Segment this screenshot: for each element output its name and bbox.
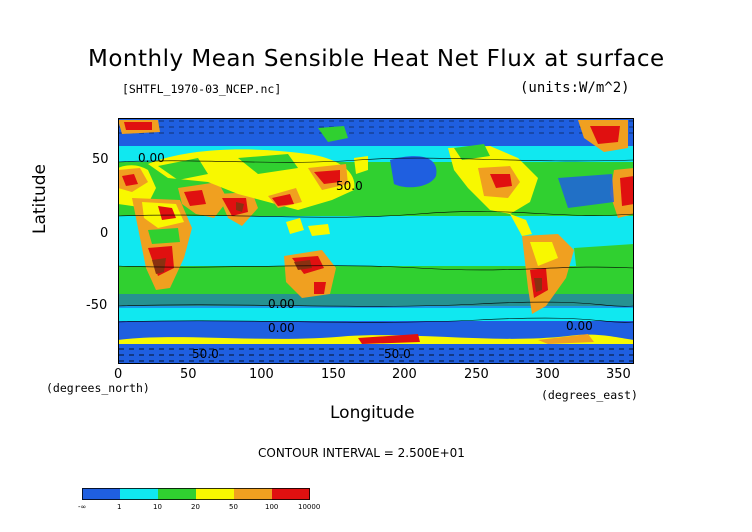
southern-ocean-band xyxy=(118,294,634,308)
contour-label: 0.00 xyxy=(566,319,593,333)
x-tick: 100 xyxy=(249,367,274,382)
colorbar-label: 20 xyxy=(191,503,200,511)
x-tick: 150 xyxy=(321,367,346,382)
colorbar-label: -∞ xyxy=(78,503,87,511)
contour-label: 50.0 xyxy=(336,179,363,193)
contour-label: 50.0 xyxy=(192,347,219,361)
x-unit-note: (degrees_east) xyxy=(541,388,638,402)
chart-title: Monthly Mean Sensible Heat Net Flux at s… xyxy=(88,46,665,72)
file-label: [SHTFL_1970-03_NCEP.nc] xyxy=(122,82,282,96)
colorbar-label: 100 xyxy=(265,503,279,511)
pacific-cold-pool xyxy=(390,156,437,188)
contour-interval: CONTOUR INTERVAL = 2.500E+01 xyxy=(258,446,465,460)
x-tick: 350 xyxy=(606,367,631,382)
x-axis-label: Longitude xyxy=(330,403,415,423)
colorbar-label: 10000 xyxy=(298,503,321,511)
south-cyan-band xyxy=(118,306,634,322)
y-tick: 0 xyxy=(100,226,109,241)
colorbar-label: 10 xyxy=(153,503,162,511)
y-axis-label: Latitude xyxy=(30,164,50,234)
flux-map: 0.00 50.0 0.00 0.00 50.0 50.0 0.00 xyxy=(118,118,634,364)
map-frame xyxy=(118,118,634,364)
y-tick: 50 xyxy=(92,152,109,167)
y-tick: -50 xyxy=(86,298,108,313)
contour-label: 50.0 xyxy=(384,347,411,361)
colorbar xyxy=(82,488,310,500)
colorbar-label: 1 xyxy=(117,503,122,511)
y-unit-note: (degrees_north) xyxy=(46,381,150,395)
x-tick: 50 xyxy=(180,367,197,382)
units-label: (units:W/m^2) xyxy=(520,80,630,96)
x-tick: 250 xyxy=(464,367,489,382)
x-tick: 0 xyxy=(114,367,123,382)
x-tick: 200 xyxy=(392,367,417,382)
contour-label: 0.00 xyxy=(138,151,165,165)
contour-label: 0.00 xyxy=(268,321,295,335)
contour-lines xyxy=(118,157,634,323)
x-tick: 300 xyxy=(535,367,560,382)
antarctic-dash-contours xyxy=(118,343,634,364)
contour-label: 0.00 xyxy=(268,297,295,311)
colorbar-label: 50 xyxy=(229,503,238,511)
